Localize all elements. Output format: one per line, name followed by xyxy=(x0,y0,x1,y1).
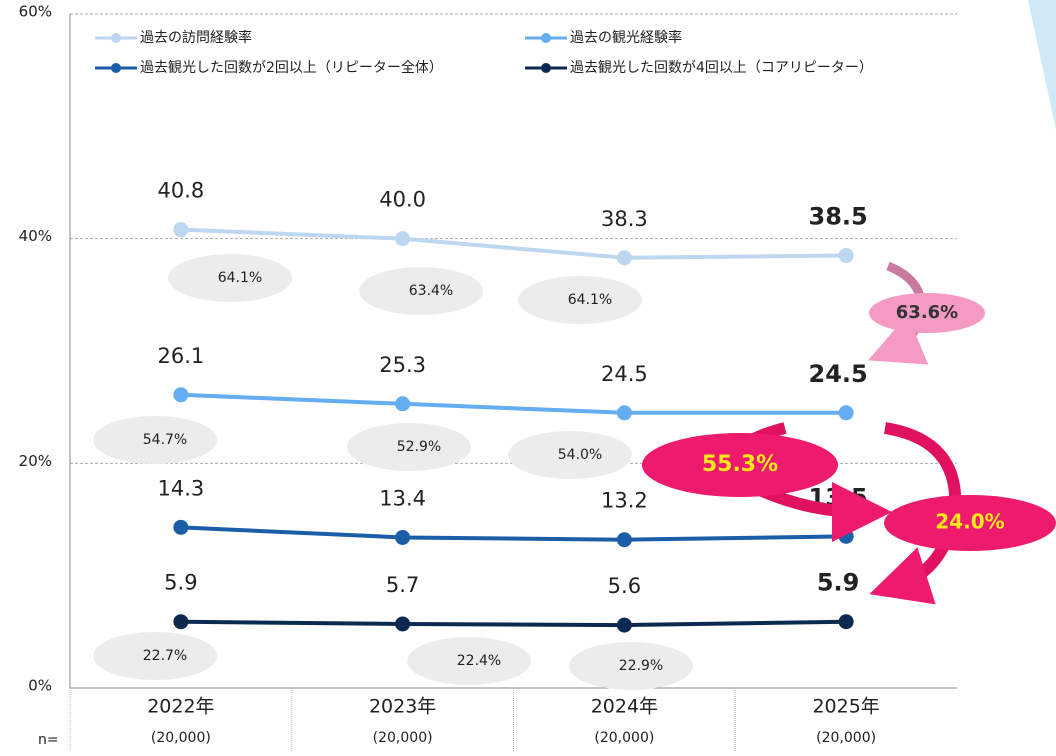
y-tick-label: 0% xyxy=(28,677,52,695)
point xyxy=(616,532,632,548)
change-label: 24.0% xyxy=(935,510,1004,534)
series-line xyxy=(180,227,847,260)
ratio-bubble xyxy=(359,267,483,315)
value-label: 40.0 xyxy=(379,188,426,212)
n-value: (20,000) xyxy=(151,730,211,746)
decoration xyxy=(1028,0,1056,130)
value-label: 5.7 xyxy=(386,573,419,597)
series-line xyxy=(180,525,847,542)
value-label: 24.5 xyxy=(601,362,648,386)
value-label: 38.5 xyxy=(809,203,868,231)
ratio-bubble xyxy=(93,632,217,680)
point xyxy=(838,528,854,544)
ratio-bubble xyxy=(518,276,642,324)
change-label: 55.3% xyxy=(702,452,778,477)
point xyxy=(616,405,632,421)
series-line xyxy=(180,392,847,415)
y-tick-label: 20% xyxy=(19,452,52,470)
value-label: 5.6 xyxy=(608,574,641,598)
ratio-label: 54.0% xyxy=(558,447,602,463)
x-tick-label: 2024年 xyxy=(591,696,658,718)
point xyxy=(395,396,411,412)
ratio-label: 64.1% xyxy=(568,292,612,308)
n-value: (20,000) xyxy=(594,730,654,746)
legend-label: 過去観光した回数が4回以上（コアリピーター） xyxy=(570,59,873,76)
ratio-label: 52.9% xyxy=(397,439,441,455)
change-bubble xyxy=(884,495,1056,551)
point xyxy=(616,617,632,633)
point xyxy=(616,250,632,266)
value-label: 14.3 xyxy=(157,476,204,500)
change-arrows: 63.6% 55.3% 24.0% xyxy=(642,261,1056,605)
point xyxy=(838,248,854,264)
point xyxy=(838,405,854,421)
ratio-label: 22.9% xyxy=(619,658,663,674)
value-label: 5.9 xyxy=(817,569,860,597)
ratio-label: 22.7% xyxy=(143,648,187,664)
ratio-bubble xyxy=(407,637,531,685)
x-tick-label: 2023年 xyxy=(369,696,436,718)
point xyxy=(173,519,189,535)
point xyxy=(173,387,189,403)
ratio-bubble xyxy=(93,416,217,464)
n-value: (20,000) xyxy=(816,730,876,746)
ratio-label: 64.1% xyxy=(218,270,262,286)
n-label: n= xyxy=(38,732,59,748)
change-bubble xyxy=(869,293,985,333)
n-value: (20,000) xyxy=(373,730,433,746)
value-label: 13.4 xyxy=(379,486,426,510)
ratio-label: 63.4% xyxy=(409,283,453,299)
point xyxy=(395,231,411,247)
series-line xyxy=(180,619,847,628)
y-tick-label: 60% xyxy=(19,3,52,21)
value-label: 38.3 xyxy=(601,207,648,231)
value-label: 25.3 xyxy=(379,353,426,377)
ratio-label: 54.7% xyxy=(143,432,187,448)
value-label: 26.1 xyxy=(157,344,204,368)
legend-swatch xyxy=(541,63,551,73)
point xyxy=(173,222,189,238)
ratio-bubble xyxy=(569,642,693,690)
ratio-label: 22.4% xyxy=(457,653,501,669)
change-label: 63.6% xyxy=(896,302,958,323)
point xyxy=(173,614,189,630)
value-label: 5.9 xyxy=(164,571,197,595)
x-tick-label: 2025年 xyxy=(812,696,879,718)
legend-label: 過去の訪問経験率 xyxy=(140,29,252,46)
legend-swatch xyxy=(111,33,121,43)
y-tick-label: 40% xyxy=(19,227,52,245)
legend-label: 過去観光した回数が2回以上（リピーター全体） xyxy=(140,59,443,76)
legend-label: 過去の観光経験率 xyxy=(570,29,682,46)
point xyxy=(838,614,854,630)
change-bubble xyxy=(642,433,838,497)
value-label: 24.5 xyxy=(809,360,868,388)
value-label: 40.8 xyxy=(157,179,204,203)
legend-swatch xyxy=(111,63,121,73)
value-label: 13.2 xyxy=(601,489,648,513)
point xyxy=(395,616,411,632)
ratio-bubble xyxy=(508,431,632,479)
x-tick-label: 2022年 xyxy=(147,696,214,718)
ratio-bubble xyxy=(347,423,471,471)
point xyxy=(395,529,411,545)
ratio-bubble xyxy=(168,254,292,302)
legend-swatch xyxy=(541,33,551,43)
